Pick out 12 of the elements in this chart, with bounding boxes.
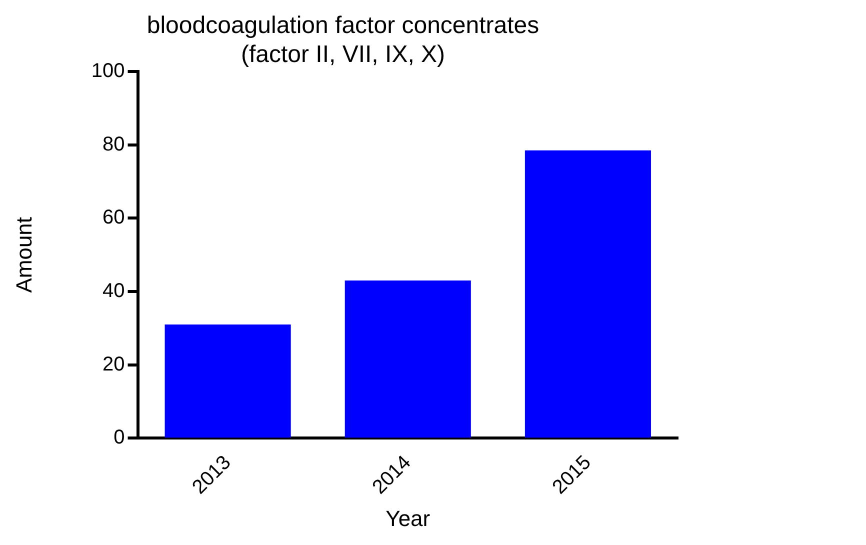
chart-title: bloodcoagulation factor concentrates (factor II, VII, IX, X) [146,12,540,68]
y-tick-label: 100 [91,60,125,82]
y-tick-label: 0 [114,426,125,449]
y-tick-label: 80 [102,133,125,156]
y-axis-title: Amount [11,216,36,293]
y-tick-label: 20 [102,353,125,376]
x-axis-title: Year [386,506,430,531]
bar [524,150,651,438]
y-tick-label: 60 [102,206,125,229]
bar [344,280,471,438]
bar [164,324,291,438]
y-tick-label: 40 [102,280,125,302]
